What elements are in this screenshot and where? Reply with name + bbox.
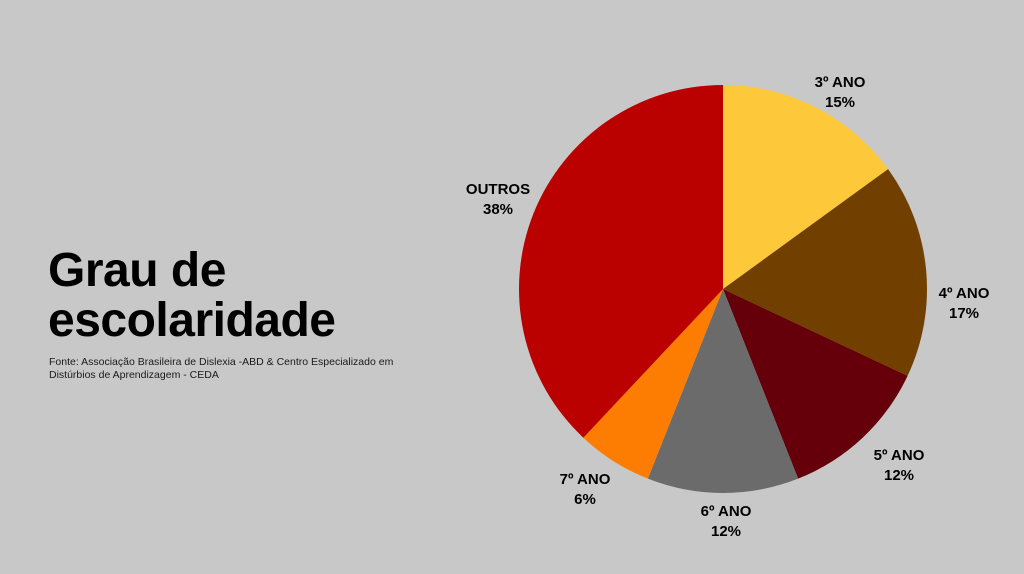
chart-title: Grau de escolaridade (48, 246, 468, 346)
pie-slice-6-ano (647, 289, 799, 493)
title-line-2: escolaridade (48, 294, 336, 347)
source-line-1: Fonte: Associação Brasileira de Dislexia… (49, 356, 394, 368)
pie-labels: 3º ANO 15% 4º ANO 17% 5º ANO 12% 6º ANO 12% 7º A… (466, 74, 990, 540)
slice-percent-label: 12% (884, 467, 914, 484)
slice-label: 5º ANO (874, 447, 925, 464)
title-line-1: Grau de (48, 244, 226, 297)
slice-percent-label: 12% (711, 523, 741, 540)
pie-slice-4-ano (723, 169, 927, 376)
slice-label: 4º ANO (939, 285, 990, 302)
slice-percent-label: 38% (483, 201, 513, 218)
source-note: Fonte: Associação Brasileira de Dislexia… (49, 356, 439, 382)
slice-label: OUTROS (466, 181, 530, 198)
pie-slices (518, 85, 927, 493)
pie-slice-outros (518, 85, 723, 438)
pie-slice-3-ano (723, 85, 889, 289)
slice-percent-label: 6% (574, 491, 596, 508)
slice-percent-label: 17% (949, 305, 979, 322)
source-line-2: Distúrbios de Aprendizagem - CEDA (49, 369, 219, 381)
pie-slice-7-ano (583, 289, 723, 479)
slice-percent-label: 15% (825, 94, 855, 111)
pie-slice-5-ano (723, 289, 908, 479)
slice-label: 7º ANO (560, 471, 611, 488)
slice-label: 6º ANO (701, 503, 752, 520)
slice-label: 3º ANO (815, 74, 866, 91)
